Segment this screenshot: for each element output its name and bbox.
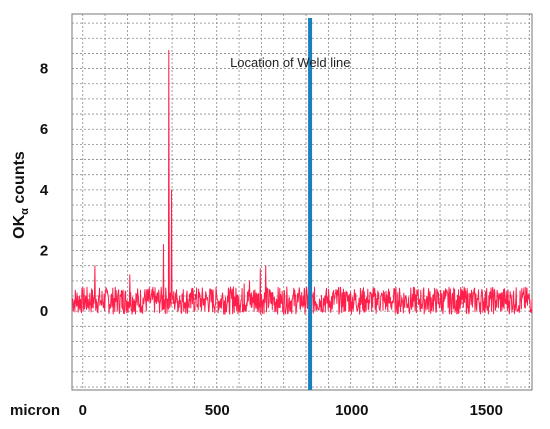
y-tick-label: 2 xyxy=(40,243,48,260)
y-tick-label: 0 xyxy=(40,303,48,320)
y-axis-label-subscript: α xyxy=(19,208,31,215)
tick-labels: 0 2 4 6 8 0 500 1000 1500 xyxy=(40,61,503,419)
weld-line-label: Location of Weld line xyxy=(230,55,350,70)
series-layer xyxy=(71,49,533,315)
series-line xyxy=(71,49,533,315)
y-tick-label: 4 xyxy=(40,182,49,199)
y-tick-label: 8 xyxy=(40,61,48,78)
plot-background xyxy=(71,13,533,391)
grid xyxy=(72,14,532,390)
x-axis-prefix-label: micron xyxy=(10,402,60,419)
y-axis-label: OKα counts xyxy=(11,151,31,239)
x-tick-label: 1500 xyxy=(470,402,503,419)
annotations: Location of Weld line xyxy=(230,18,351,390)
y-tick-label: 6 xyxy=(40,121,48,138)
x-tick-label: 1000 xyxy=(335,402,368,419)
y-axis-label-rest: counts xyxy=(11,151,28,208)
x-tick-label: 500 xyxy=(205,402,230,419)
x-tick-label: 0 xyxy=(79,402,87,419)
y-axis-label-main: OK xyxy=(11,214,28,238)
